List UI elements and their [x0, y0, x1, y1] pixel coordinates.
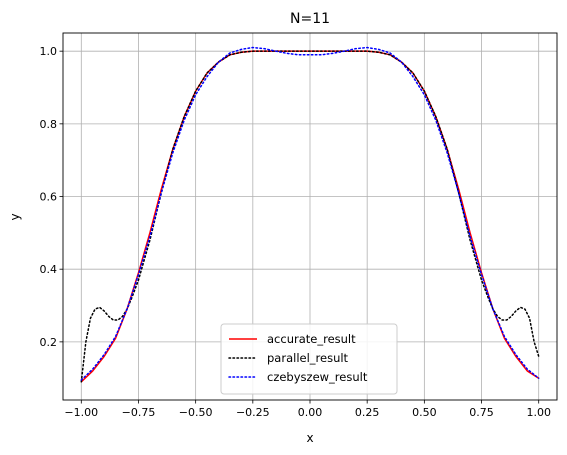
- x-tick-label: −0.75: [122, 406, 156, 419]
- y-tick-label: 0.6: [40, 191, 58, 204]
- x-tick-label: −1.00: [64, 406, 98, 419]
- x-tick-label: 0.75: [469, 406, 494, 419]
- y-tick-label: 1.0: [40, 45, 58, 58]
- x-axis-label: x: [306, 431, 313, 445]
- x-tick-label: 0.25: [355, 406, 380, 419]
- x-tick-label: 1.00: [526, 406, 551, 419]
- legend: accurate_result parallel_result czebyszew_…: [220, 323, 398, 395]
- legend-label: parallel_result: [267, 351, 349, 365]
- legend-label: czebyszew_result: [267, 370, 368, 384]
- y-tick-label: 0.2: [40, 336, 58, 349]
- y-tick-label: 0.4: [40, 263, 58, 276]
- x-tick-label: 0.00: [298, 406, 323, 419]
- x-tick-label: −0.50: [179, 406, 213, 419]
- legend-box: [220, 323, 398, 395]
- x-tick-label: 0.50: [412, 406, 437, 419]
- ticks: −1.00 −0.75 −0.50 −0.25 0.00 0.25 0.50 0.75 1.00…: [40, 45, 551, 419]
- y-tick-label: 0.8: [40, 118, 58, 131]
- legend-label: accurate_result: [267, 332, 356, 346]
- series-line-parallel-result: [80, 50, 540, 383]
- series-line-czebyszew-result: [80, 46, 540, 381]
- chart-title: N=11: [290, 11, 330, 27]
- x-tick-label: −0.25: [236, 406, 270, 419]
- y-axis-label: y: [8, 213, 22, 220]
- series-layer: [80, 46, 540, 383]
